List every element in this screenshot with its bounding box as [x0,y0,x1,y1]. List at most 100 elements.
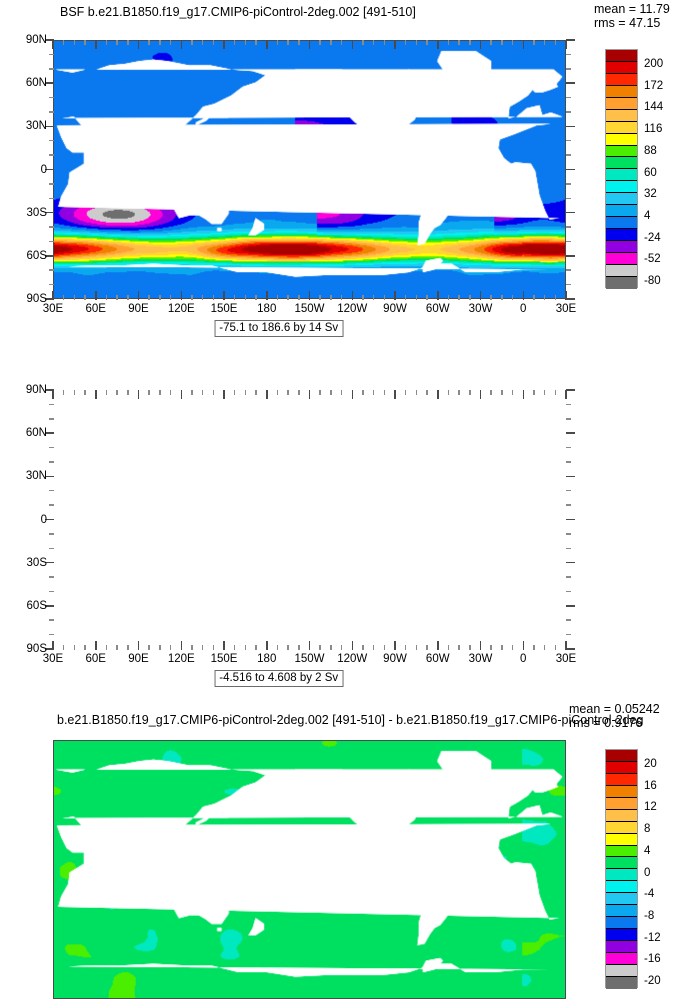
x-tick-major [308,290,311,300]
colorbar-band [606,821,637,834]
x-tick-minor [426,644,428,650]
x-tick-minor [469,644,471,650]
colorbar-band [606,205,637,218]
x-tick-minor [212,389,215,395]
y-tick-major [44,518,54,521]
colorbar-tick-label: 0 [644,866,651,879]
x-tick-minor [159,389,161,395]
x-tick-minor [543,294,546,300]
y-tick-major [565,648,575,650]
panel-stats-bottom: mean = 0.05242 rms = 0.9176 [569,702,660,730]
y-tick-major [44,39,54,41]
x-tick-major [137,290,140,300]
y-tick-major [565,475,575,478]
x-tick-minor [458,389,460,395]
x-tick-minor [383,294,386,300]
colorbar-band [606,881,637,894]
x-tick-minor [362,294,364,300]
y-axis-label: 0 [40,163,47,176]
colorbar-band [606,97,637,110]
x-tick-major [351,389,353,399]
y-tick-minor [565,139,571,142]
x-tick-minor [469,389,471,395]
range-box-bottom: -4.516 to 4.608 by 2 Sv [214,670,344,687]
x-tick-major [266,389,268,399]
x-tick-minor [159,39,161,45]
x-tick-major [52,39,54,49]
x-axis-label: 30E [42,653,64,665]
x-tick-minor [362,39,364,45]
y-tick-major [44,168,54,171]
x-tick-minor [287,39,289,45]
y-tick-minor [565,633,571,636]
y-tick-minor [565,533,571,535]
y-tick-major [44,389,54,391]
x-tick-minor [169,39,172,45]
x-tick-minor [105,39,108,45]
x-tick-major [479,290,482,300]
x-tick-minor [276,389,279,395]
x-tick-major [52,640,54,650]
x-axis-label: 0 [520,303,527,315]
x-tick-minor [84,294,86,300]
x-axis-label: 90E [128,653,149,665]
colorbar-band [606,797,637,810]
y-axis-label: 90S [26,293,47,305]
y-tick-major [44,211,54,214]
x-tick-major [95,39,97,49]
x-tick-minor [201,294,204,300]
x-tick-minor [62,389,65,395]
colorbar-bsf[interactable] [605,49,638,289]
y-tick-minor [48,547,54,550]
x-tick-minor [511,39,514,45]
y-tick-minor [48,461,54,463]
x-tick-minor [340,389,343,395]
x-tick-major [522,39,524,49]
range-box-top: -75.1 to 186.6 by 14 Sv [214,320,344,337]
x-tick-minor [244,39,247,45]
x-tick-minor [169,294,172,300]
colorbar-band [606,773,637,786]
x-tick-minor [490,389,492,395]
x-tick-minor [287,644,289,650]
x-tick-major [308,389,311,399]
mean-label-top: mean = 11.79 [594,2,670,16]
y-tick-major [565,211,575,214]
colorbar-tick-label: -24 [644,231,661,244]
map-plot-bsf[interactable] [53,40,566,299]
x-tick-minor [447,389,450,395]
x-tick-minor [201,389,204,395]
x-tick-minor [73,294,76,300]
x-tick-major [522,389,524,399]
y-tick-major [565,389,575,391]
y-tick-minor [565,53,571,56]
x-tick-minor [212,644,215,650]
colorbar-labels-diff: 20 16 12 8 4 0 -4 -8 -12 -16 -20 [644,749,698,988]
x-tick-minor [511,294,514,300]
y-axis-label: 30N [25,470,47,483]
x-tick-minor [404,39,407,45]
y-tick-minor [48,226,54,228]
x-tick-minor [212,294,215,300]
y-tick-minor [48,53,54,56]
y-tick-major [44,648,54,650]
x-tick-minor [169,389,172,395]
x-tick-minor [319,644,321,650]
x-tick-minor [148,294,150,300]
x-tick-major [437,389,439,399]
x-tick-minor [490,39,492,45]
colorbar-band [606,133,637,146]
y-tick-major [565,298,575,300]
panel-stats-top: mean = 11.79 rms = 47.15 [594,2,670,30]
map-plot-diff[interactable] [53,740,566,999]
x-tick-minor [233,294,236,300]
y-tick-major [565,255,575,257]
x-axis-label: 150W [294,653,325,665]
x-tick-minor [469,39,471,45]
x-tick-minor [298,644,300,650]
colorbar-tick-label: -16 [644,953,661,966]
colorbar-diff[interactable] [605,749,638,989]
x-tick-minor [62,294,65,300]
x-tick-minor [319,389,321,395]
x-tick-minor [319,294,321,300]
